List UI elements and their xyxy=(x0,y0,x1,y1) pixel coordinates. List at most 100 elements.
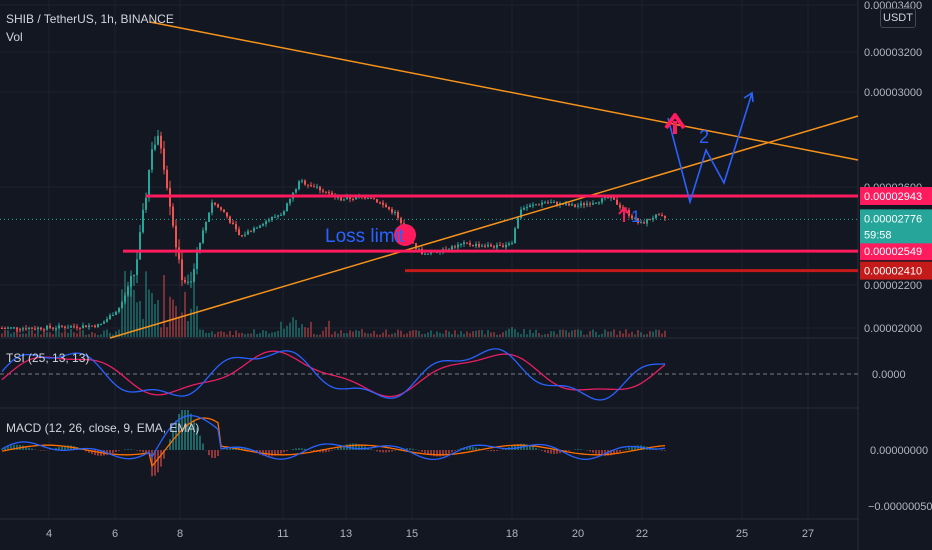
volume-bar xyxy=(619,330,621,337)
currency-selector[interactable]: USDT xyxy=(880,8,916,28)
candle-body xyxy=(364,196,366,199)
candle-body xyxy=(478,244,480,247)
candle-body xyxy=(241,235,243,237)
volume-bar xyxy=(64,330,66,337)
price-level-label: 0.00002549 xyxy=(864,246,922,258)
macd-signal-line xyxy=(1,417,666,468)
candle-body xyxy=(493,246,495,248)
candle-body xyxy=(547,202,549,204)
candle-body xyxy=(376,199,378,203)
volume-bar xyxy=(601,333,603,337)
volume-bar xyxy=(295,319,297,337)
volume-bar xyxy=(307,327,309,337)
candle-body xyxy=(70,326,72,328)
volume-bar xyxy=(382,332,384,337)
volume-bar xyxy=(259,333,261,337)
candle-body xyxy=(565,203,567,205)
volume-bar xyxy=(439,332,441,337)
volume-bar xyxy=(208,332,210,337)
volume-bar xyxy=(397,329,399,337)
volume-bar xyxy=(553,331,555,337)
candle-body xyxy=(184,279,186,283)
marker-label-2: 2 xyxy=(699,127,709,147)
candle-body xyxy=(355,196,357,200)
candle-body xyxy=(475,244,477,246)
candle-body xyxy=(508,243,510,245)
volume-bar xyxy=(223,332,225,337)
volume-bar xyxy=(37,331,39,337)
volume-bar xyxy=(358,330,360,337)
candle-body xyxy=(136,259,138,276)
volume-bar xyxy=(472,331,474,337)
candle-body xyxy=(28,327,30,330)
candle-body xyxy=(472,245,474,247)
time-tick-label: 6 xyxy=(112,528,118,540)
candle-body xyxy=(313,186,315,188)
volume-bar xyxy=(526,334,528,337)
volume-legend[interactable]: Vol xyxy=(6,30,23,44)
time-tick-label: 25 xyxy=(736,528,748,540)
candle-body xyxy=(58,325,60,329)
time-tick-label: 20 xyxy=(572,528,584,540)
volume-bar xyxy=(391,333,393,337)
candle-body xyxy=(277,215,279,217)
volume-bar xyxy=(190,308,192,337)
candle-body xyxy=(73,326,75,328)
tsi-legend[interactable]: TSI (25, 13, 13) xyxy=(6,351,90,365)
volume-bar xyxy=(385,329,387,337)
volume-bars xyxy=(1,270,666,337)
candle-body xyxy=(268,220,270,222)
candle-body xyxy=(178,247,180,260)
price-level-label: 0.00002943 xyxy=(864,191,922,203)
candle-body xyxy=(175,225,177,248)
candle-body xyxy=(4,328,6,330)
candle-body xyxy=(391,209,393,213)
volume-bar xyxy=(109,332,111,337)
candle-body xyxy=(124,295,126,303)
price-tick-label: 0.00003200 xyxy=(864,47,922,59)
candle-body xyxy=(205,221,207,231)
candle-body xyxy=(289,198,291,204)
volume-bar xyxy=(559,329,561,337)
macd-legend[interactable]: MACD (12, 26, close, 9, EMA, EMA) xyxy=(6,421,200,435)
volume-bar xyxy=(115,331,117,337)
candle-body xyxy=(112,315,114,317)
volume-bar xyxy=(457,334,459,337)
volume-bar xyxy=(445,330,447,337)
candle-body xyxy=(541,202,543,205)
price-tick-label: 0.00002000 xyxy=(864,323,922,335)
candle-body xyxy=(577,205,579,207)
candle-body xyxy=(160,135,162,149)
candle-body xyxy=(532,204,534,206)
candle-body xyxy=(499,244,501,246)
volume-bar xyxy=(271,332,273,337)
ascending-trendline xyxy=(109,115,859,339)
candle-body xyxy=(598,202,600,204)
candle-body xyxy=(148,169,150,198)
tsi-tick-label: 0.0000 xyxy=(872,369,906,381)
macd-pane xyxy=(1,410,666,477)
candle-body xyxy=(367,197,369,199)
macd-tick-label: −0.00000050 xyxy=(868,501,932,513)
volume-bar xyxy=(148,289,150,337)
volume-bar xyxy=(238,333,240,337)
candle-body xyxy=(253,228,255,232)
volume-bar xyxy=(577,329,579,337)
symbol-title[interactable]: SHIB / TetherUS, 1h, BINANCE xyxy=(6,12,174,26)
volume-bar xyxy=(604,329,606,337)
candle-body xyxy=(424,253,426,255)
volume-bar xyxy=(544,334,546,337)
volume-bar xyxy=(199,329,201,337)
candle-body xyxy=(589,203,591,205)
candle-body xyxy=(151,149,153,170)
volume-bar xyxy=(274,332,276,337)
volume-bar xyxy=(622,333,624,337)
volume-bar xyxy=(478,330,480,337)
candle-body xyxy=(202,230,204,243)
volume-bar xyxy=(313,334,315,337)
candle-body xyxy=(235,224,237,230)
candle-body xyxy=(193,269,195,282)
time-tick-label: 8 xyxy=(177,528,183,540)
candle-body xyxy=(370,197,372,199)
